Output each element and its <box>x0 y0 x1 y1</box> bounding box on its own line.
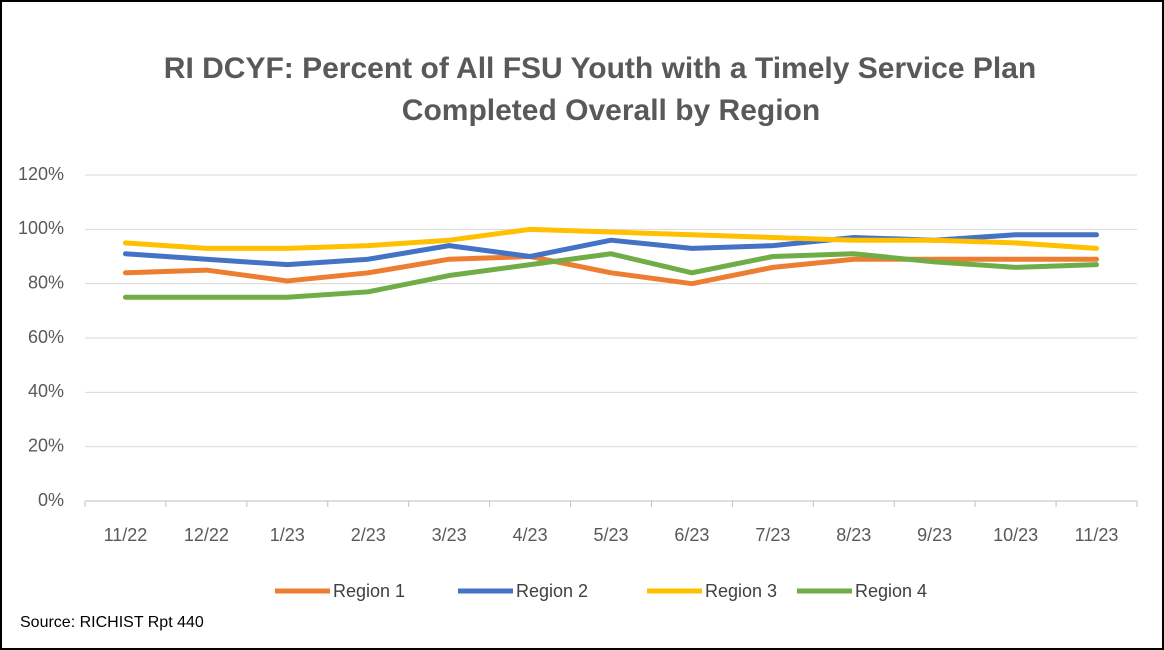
y-tick-label: 100% <box>18 218 64 238</box>
y-tick-label: 40% <box>28 381 64 401</box>
series-line <box>122 254 1100 287</box>
x-tick-label: 7/23 <box>755 525 790 545</box>
x-tick-label: 1/23 <box>270 525 305 545</box>
x-tick-label: 4/23 <box>513 525 548 545</box>
chart-title-line: RI DCYF: Percent of All FSU Youth with a… <box>164 52 1036 85</box>
y-tick-label: 120% <box>18 164 64 184</box>
series-line <box>122 226 1100 251</box>
x-tick-label: 2/23 <box>351 525 386 545</box>
x-tick-label: 11/23 <box>1075 525 1119 545</box>
source-note: Source: RICHIST Rpt 440 <box>20 614 204 631</box>
legend-label: Region 3 <box>705 581 777 601</box>
y-tick-label: 0% <box>38 490 64 510</box>
x-tick-label: 8/23 <box>836 525 871 545</box>
chart-title-line: Completed Overall by Region <box>402 94 820 127</box>
x-tick-label: 3/23 <box>432 525 467 545</box>
legend-label: Region 4 <box>855 581 927 601</box>
x-tick-label: 5/23 <box>593 525 628 545</box>
legend-label: Region 1 <box>333 581 405 601</box>
legend-label: Region 2 <box>516 581 588 601</box>
series-line <box>122 251 1100 300</box>
y-tick-label: 80% <box>28 272 64 292</box>
x-tick-label: 11/22 <box>104 525 148 545</box>
y-tick-label: 20% <box>28 435 64 455</box>
x-tick-label: 9/23 <box>917 525 952 545</box>
x-tick-label: 10/23 <box>993 525 1038 545</box>
x-tick-label: 12/22 <box>184 525 229 545</box>
y-tick-label: 60% <box>28 327 64 347</box>
x-tick-label: 6/23 <box>674 525 709 545</box>
